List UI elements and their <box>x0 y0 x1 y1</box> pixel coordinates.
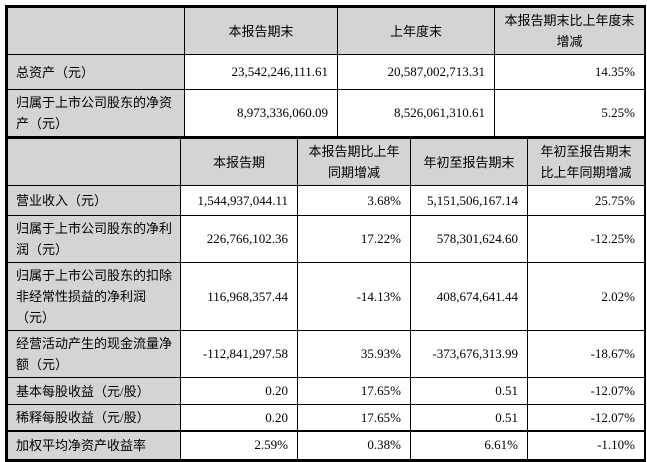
cell-value: -12.07% <box>527 404 645 432</box>
column-header: 本报告期末比上年度末增减 <box>494 7 645 55</box>
cell-value: 0.51 <box>410 404 528 432</box>
table-row: 归属于上市公司股东的扣除非经常性损益的净利润（元） 116,968,357.44-… <box>7 262 645 331</box>
cell-value: 17.22% <box>297 215 411 263</box>
cell-value: 0.20 <box>180 377 298 405</box>
cell-value: -12.25% <box>527 215 645 263</box>
cell-value: 17.65% <box>297 404 411 432</box>
row-label: 归属于上市公司股东的扣除非经常性损益的净利润（元） <box>7 262 181 331</box>
table-row: 归属于上市公司股东的净资产（元） 8,973,336,060.09 8,526,06… <box>7 89 645 137</box>
table-row: 归属于上市公司股东的净利润（元） 226,766,102.36 17.22% 578,… <box>7 215 645 263</box>
cell-value: 1,544,937,044.11 <box>180 185 298 216</box>
cell-value: 3.68% <box>297 185 411 216</box>
header-row: 本报告期末 上年度末 本报告期末比上年度末增减 <box>7 7 645 55</box>
table-row: 营业收入（元） 1,544,937,044.11 3.68% 5,151,506,16… <box>7 185 645 216</box>
table2-body: 营业收入（元） 1,544,937,044.11 3.68% 5,151,506,16… <box>7 185 645 460</box>
row-label: 基本每股收益（元/股） <box>7 377 181 405</box>
table-row: 总资产（元） 23,542,246,111.61 20,587,002,713.31… <box>7 54 645 90</box>
header-row: 本报告期 本报告期比上年同期增减 年初至报告期末 年初至报告期末比上年同期增减 <box>7 137 645 186</box>
column-header: 年初至报告期末比上年同期增减 <box>527 137 645 186</box>
cell-value: 17.65% <box>297 377 411 405</box>
table-row: 经营活动产生的现金流量净额（元） -112,841,297.58 35.93% -37… <box>7 330 645 378</box>
financial-summary: 本报告期末 上年度末 本报告期末比上年度末增减 总资产（元） 23,542,246,1… <box>5 5 646 462</box>
period-end-comparison-table: 本报告期末 上年度末 本报告期末比上年度末增减 总资产（元） 23,542,246,1… <box>7 7 645 137</box>
cell-value: -1.10% <box>527 430 645 460</box>
cell-value: 23,542,246,111.61 <box>184 54 338 90</box>
cell-value: 0.38% <box>297 430 411 460</box>
reporting-period-comparison-table: 本报告期 本报告期比上年同期增减 年初至报告期末 年初至报告期末比上年同期增减 营业收… <box>7 137 645 460</box>
cell-value: 6.61% <box>410 430 528 460</box>
cell-value: 8,973,336,060.09 <box>184 89 338 137</box>
cell-value: 25.75% <box>527 185 645 216</box>
row-label: 总资产（元） <box>7 54 185 90</box>
table1-header: 本报告期末 上年度末 本报告期末比上年度末增减 <box>7 7 645 55</box>
column-header: 本报告期比上年同期增减 <box>297 137 411 186</box>
table2-header: 本报告期 本报告期比上年同期增减 年初至报告期末 年初至报告期末比上年同期增减 <box>7 137 645 186</box>
table-row: 稀释每股收益（元/股） 0.20 17.65% 0.51 -12.07% <box>7 404 645 432</box>
row-label: 加权平均净资产收益率 <box>7 430 181 460</box>
column-header: 本报告期 <box>180 137 298 186</box>
cell-value: 5.25% <box>494 89 645 137</box>
row-label: 稀释每股收益（元/股） <box>7 404 181 432</box>
cell-value: -373,676,313.99 <box>410 330 528 378</box>
cell-value: 226,766,102.36 <box>180 215 298 263</box>
table-row: 基本每股收益（元/股） 0.20 17.65% 0.51 -12.07% <box>7 377 645 405</box>
cell-value: 14.35% <box>494 54 645 90</box>
cell-value: 408,674,641.44 <box>410 262 528 331</box>
row-label: 经营活动产生的现金流量净额（元） <box>7 330 181 378</box>
cell-value: 0.20 <box>180 404 298 432</box>
column-header: 本报告期末 <box>184 7 338 55</box>
cell-value: -18.67% <box>527 330 645 378</box>
row-label: 归属于上市公司股东的净资产（元） <box>7 89 185 137</box>
corner-cell <box>7 7 185 55</box>
cell-value: 0.51 <box>410 377 528 405</box>
cell-value: 8,526,061,310.61 <box>337 89 495 137</box>
cell-value: 578,301,624.60 <box>410 215 528 263</box>
row-label: 归属于上市公司股东的净利润（元） <box>7 215 181 263</box>
cell-value: 116,968,357.44 <box>180 262 298 331</box>
cell-value: -14.13% <box>297 262 411 331</box>
cell-value: -12.07% <box>527 377 645 405</box>
cell-value: -112,841,297.58 <box>180 330 298 378</box>
corner-cell <box>7 137 181 186</box>
column-header: 年初至报告期末 <box>410 137 528 186</box>
cell-value: 2.59% <box>180 430 298 460</box>
cell-value: 2.02% <box>527 262 645 331</box>
cell-value: 5,151,506,167.14 <box>410 185 528 216</box>
column-header: 上年度末 <box>337 7 495 55</box>
cell-value: 20,587,002,713.31 <box>337 54 495 90</box>
row-label: 营业收入（元） <box>7 185 181 216</box>
cell-value: 35.93% <box>297 330 411 378</box>
table-row: 加权平均净资产收益率 2.59% 0.38% 6.61% -1.10% <box>7 430 645 460</box>
table1-body: 总资产（元） 23,542,246,111.61 20,587,002,713.31… <box>7 54 645 137</box>
